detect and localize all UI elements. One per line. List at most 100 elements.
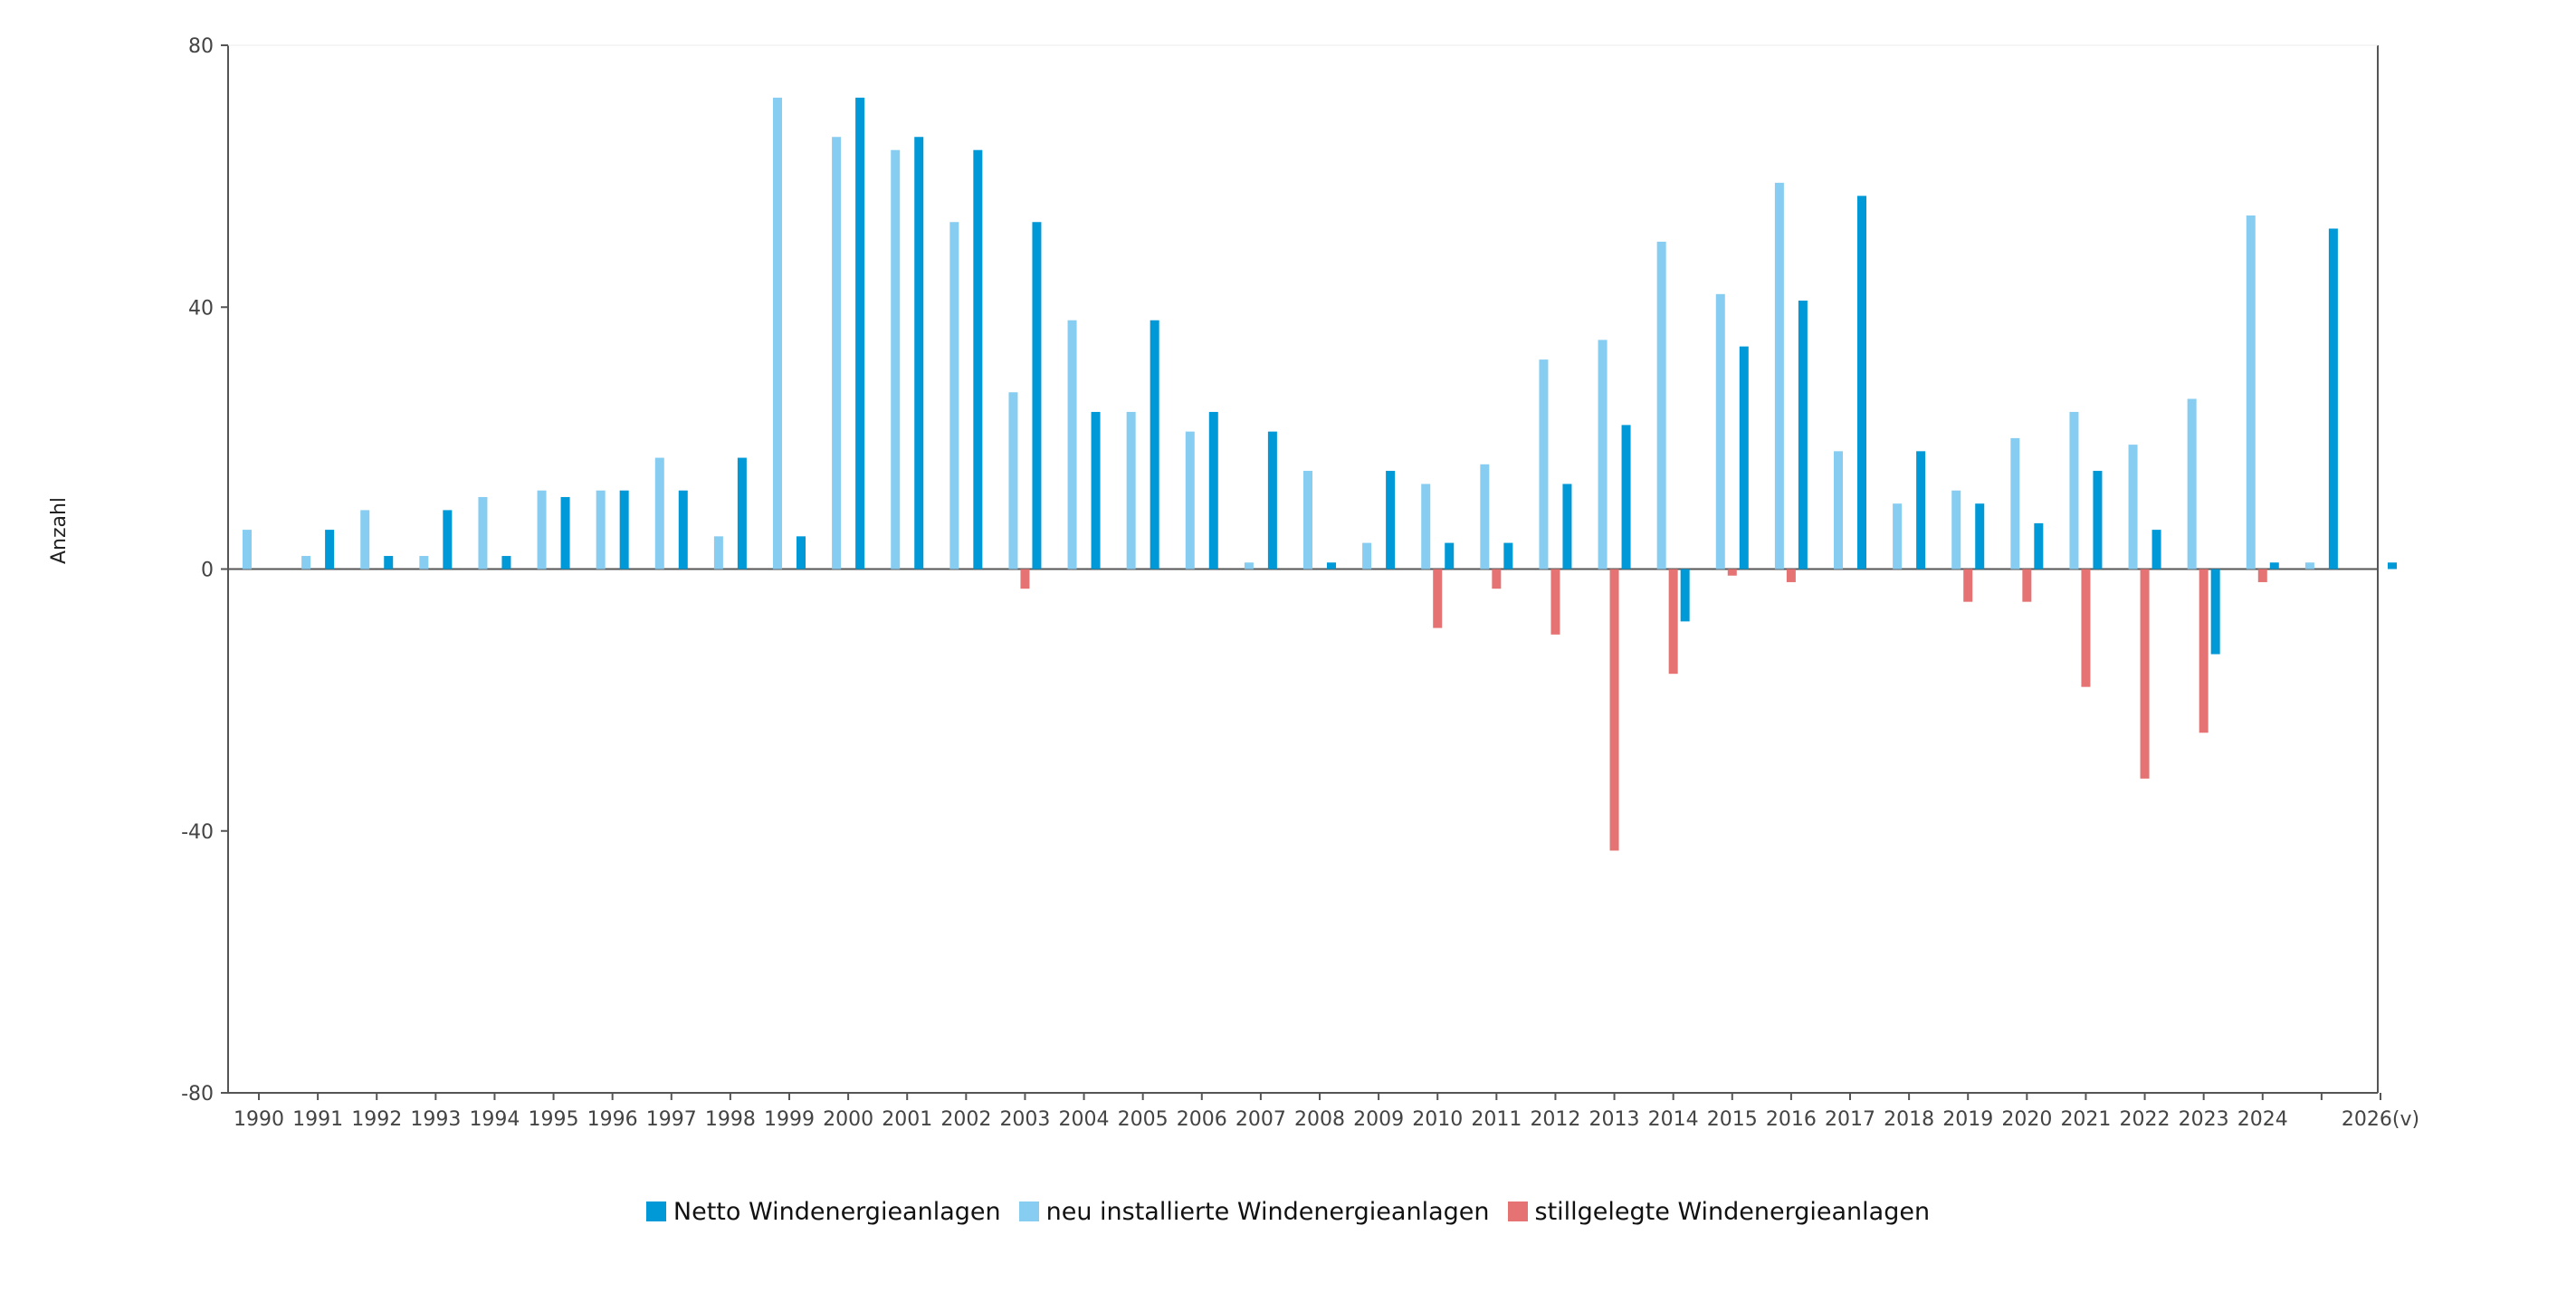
bar-netto xyxy=(1150,320,1159,570)
x-tick-label: 2018 xyxy=(1884,1108,1934,1131)
bar-netto xyxy=(797,536,806,570)
bar-netto xyxy=(2093,471,2103,570)
y-tick-label: -40 xyxy=(181,821,214,844)
bar-netto xyxy=(1032,222,1042,570)
bar-neu xyxy=(1421,483,1431,570)
x-tick-label: 2005 xyxy=(1118,1108,1169,1131)
bar-neu xyxy=(2187,398,2197,570)
bar-neu xyxy=(1185,431,1195,570)
bar-neu xyxy=(1893,503,1903,570)
bar-neu xyxy=(2010,437,2020,570)
bar-neu xyxy=(1067,320,1077,570)
bar-neu xyxy=(949,222,959,570)
bar-neu xyxy=(1303,471,1312,570)
x-tick-label: 2021 xyxy=(2060,1108,2111,1131)
bar-netto xyxy=(2388,562,2397,570)
bar-neu xyxy=(654,457,664,570)
bar-stillgelegt xyxy=(1963,569,1973,602)
bar-neu xyxy=(301,556,311,570)
bar-stillgelegt xyxy=(1020,569,1030,589)
bar-netto xyxy=(1857,196,1866,570)
bar-netto xyxy=(2210,569,2220,655)
legend-swatch-stillgelegt xyxy=(1507,1201,1528,1221)
legend-swatch-neu xyxy=(1018,1201,1039,1221)
legend-item-netto[interactable]: Netto Windenergieanlagen xyxy=(645,1198,1001,1226)
bar-stillgelegt xyxy=(2199,569,2209,733)
legend-label-neu: neu installierte Windenergieanlagen xyxy=(1045,1197,1490,1226)
x-tick-label: 1996 xyxy=(587,1108,638,1131)
x-tick-label: 2007 xyxy=(1236,1108,1286,1131)
bar-neu xyxy=(1126,411,1136,570)
bar-neu xyxy=(360,510,370,570)
bar-netto xyxy=(1621,425,1631,570)
x-tick-label: 2006 xyxy=(1177,1108,1227,1131)
bar-netto xyxy=(1327,562,1336,570)
x-tick-label: 2026(v) xyxy=(2342,1108,2419,1131)
x-tick-label: 1998 xyxy=(705,1108,756,1131)
x-tick-label: 2009 xyxy=(1353,1108,1404,1131)
bar-neu xyxy=(713,536,723,570)
x-tick-label: 1991 xyxy=(292,1108,343,1131)
x-tick-label: 2001 xyxy=(882,1108,932,1131)
x-tick-label: 2024 xyxy=(2237,1108,2288,1131)
bar-neu xyxy=(243,530,252,570)
bar-neu xyxy=(773,97,782,570)
x-tick-label: 2003 xyxy=(999,1108,1050,1131)
legend-label-stillgelegt: stillgelegte Windenergieanlagen xyxy=(1534,1197,1931,1226)
x-tick-label: 2011 xyxy=(1471,1108,1522,1131)
bar-netto xyxy=(855,97,865,570)
x-tick-label: 2019 xyxy=(1942,1108,1993,1131)
bar-stillgelegt xyxy=(1668,569,1678,675)
x-tick-label: 2015 xyxy=(1707,1108,1758,1131)
legend-item-stillgelegt[interactable]: stillgelegte Windenergieanlagen xyxy=(1507,1197,1931,1226)
legend-swatch-netto xyxy=(645,1201,666,1221)
x-tick-label: 1992 xyxy=(351,1108,402,1131)
bar-netto xyxy=(501,556,511,570)
bar-netto xyxy=(678,490,688,570)
bar-netto xyxy=(1386,471,1396,570)
bar-neu xyxy=(1834,451,1843,570)
bar-netto xyxy=(1503,542,1513,570)
bar-netto xyxy=(1091,411,1101,570)
bar-netto xyxy=(2151,530,2161,570)
x-axis-ticks: 1990 1991 1992 1993 1994 1995 1996 1997 1998 1999… xyxy=(234,1093,2419,1131)
x-tick-label: 1993 xyxy=(410,1108,461,1131)
bar-netto xyxy=(384,556,394,570)
bar-netto xyxy=(2034,522,2044,570)
bar-netto xyxy=(1562,483,1572,570)
bar-neu xyxy=(1480,464,1490,570)
y-tick-label: 40 xyxy=(188,297,214,320)
bar-netto xyxy=(443,510,453,570)
bar-netto xyxy=(560,496,570,570)
bar-netto xyxy=(619,490,629,570)
bar-netto xyxy=(1680,569,1690,622)
bar-netto xyxy=(1267,431,1277,570)
bar-neu xyxy=(1656,241,1666,570)
x-tick-label: 2012 xyxy=(1530,1108,1580,1131)
x-tick-label: 1994 xyxy=(469,1108,520,1131)
x-tick-label: 2017 xyxy=(1825,1108,1875,1131)
y-tick-label: -80 xyxy=(181,1083,214,1106)
x-tick-label: 2004 xyxy=(1059,1108,1110,1131)
legend-item-neu[interactable]: neu installierte Windenergieanlagen xyxy=(1018,1197,1490,1226)
bar-stillgelegt xyxy=(1550,569,1560,635)
bar-stillgelegt xyxy=(2081,569,2091,687)
bar-neu xyxy=(419,556,429,570)
bar-neu xyxy=(1715,293,1725,570)
bar-neu xyxy=(2246,215,2256,570)
bar-neu xyxy=(832,137,842,570)
bar-netto xyxy=(1975,503,1985,570)
x-tick-label: 2014 xyxy=(1648,1108,1699,1131)
bar-neu xyxy=(1774,182,1784,570)
y-tick-label: 80 xyxy=(188,35,214,58)
bar-stillgelegt xyxy=(2140,569,2150,779)
y-tick-label: 0 xyxy=(201,560,214,582)
bar-stillgelegt xyxy=(1609,569,1619,851)
bar-netto xyxy=(2269,562,2279,570)
bar-netto xyxy=(1445,542,1455,570)
x-tick-label: 2020 xyxy=(2001,1108,2052,1131)
x-tick-label: 2023 xyxy=(2179,1108,2229,1131)
bars xyxy=(243,97,2397,851)
x-tick-label: 1999 xyxy=(764,1108,815,1131)
